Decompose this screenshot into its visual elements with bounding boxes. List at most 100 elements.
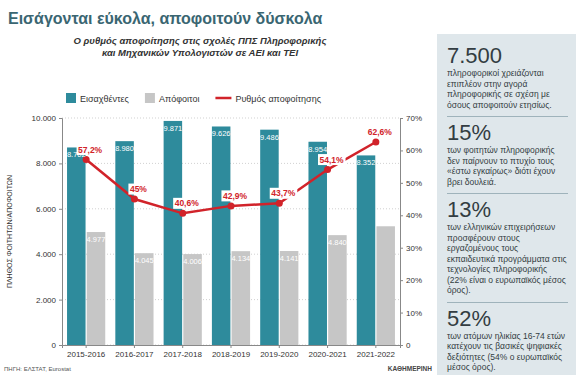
fact: 7.500πληροφορικοί χρειάζονται επιπλέον σ… — [447, 40, 568, 117]
tick-label: 60% — [406, 146, 422, 155]
tick-mark — [400, 248, 403, 249]
bar-label: 4.045 — [135, 256, 154, 265]
tick: 0 — [52, 341, 62, 350]
legend-swatch — [215, 97, 231, 100]
line-label: 40,6% — [173, 198, 201, 209]
bar — [115, 141, 134, 345]
bar-label: 4.134 — [231, 254, 250, 263]
tick: 2019-2020 — [260, 345, 299, 359]
tick: 4.000 — [36, 250, 62, 259]
x-axis: 2015-20162016-20172017-20182018-20192019… — [63, 345, 401, 359]
bar-label: 4.141 — [280, 254, 299, 263]
line-label-box — [128, 184, 148, 195]
line-label: 42,9% — [221, 190, 249, 201]
line-label: 54,1% — [318, 154, 346, 165]
tick-mark — [182, 345, 183, 348]
tick-label: 2019-2020 — [260, 350, 299, 359]
legend: Εισαχθέντες Απόφοιτοι Ρυθμός αποφοίτησης — [66, 93, 322, 104]
credit: ΚΑΘΗΜΕΡΙΝΗ — [388, 365, 433, 372]
fact-text: των ελληνικών επιχειρήσεων προσφέρουν στ… — [447, 222, 568, 296]
bar — [87, 232, 106, 345]
legend-item: Απόφοιτοι — [145, 93, 200, 104]
tick-label: 2015-2016 — [67, 350, 106, 359]
tick-mark — [400, 118, 403, 119]
tick: 30% — [400, 244, 422, 253]
tick-mark — [59, 345, 62, 346]
marker — [324, 166, 331, 173]
line-label: 62,6% — [366, 126, 394, 137]
fact: 15%των φοιτητών πληροφορικής δεν παίρνου… — [447, 117, 568, 194]
tick-label: 20% — [406, 276, 422, 285]
line-label-box — [221, 190, 249, 201]
legend-swatch — [145, 93, 155, 103]
line-label: 43,7% — [270, 188, 298, 199]
legend-label: Απόφοιτοι — [159, 94, 200, 104]
tick-label: 0 — [52, 341, 57, 350]
tick-mark — [59, 300, 62, 301]
axis-line — [401, 119, 404, 346]
tick-label: 8.000 — [36, 159, 57, 168]
fact: 13%των ελληνικών επιχειρήσεων προσφέρουν… — [447, 194, 568, 303]
tick-label: 2020-2021 — [308, 350, 347, 359]
legend-item: Ρυθμός αποφοίτησης — [215, 94, 321, 104]
grid-line — [62, 118, 400, 119]
fact-figure: 7.500 — [447, 44, 568, 68]
tick-label: 40% — [406, 211, 422, 220]
line-label: 45% — [128, 184, 148, 195]
legend-swatch — [66, 93, 76, 103]
tick-mark — [59, 118, 62, 119]
tick: 60% — [400, 146, 422, 155]
bar-label: 9.871 — [163, 124, 182, 133]
line-label-box — [318, 154, 346, 165]
tick: 10% — [400, 309, 422, 318]
fact-text: των φοιτητών πληροφορικής δεν παίρνουν τ… — [447, 145, 568, 187]
bar — [376, 226, 395, 345]
bar-label: 8.954 — [308, 145, 327, 154]
fact-figure: 15% — [447, 121, 568, 145]
line-label-text: 54,1% — [320, 155, 345, 165]
bar-label: 4.006 — [183, 257, 202, 266]
line-label-text: 62,6% — [368, 127, 393, 137]
title: Εισάγονται εύκολα, αποφοιτούν δύσκολα — [8, 10, 322, 27]
legend-label: Εισαχθέντες — [80, 94, 130, 104]
legend-label: Ρυθμός αποφοίτησης — [235, 94, 321, 104]
tick: 0 — [400, 341, 411, 350]
facts-panel: 7.500πληροφορικοί χρειάζονται επιπλέον σ… — [437, 34, 576, 375]
line-label-box — [366, 126, 394, 137]
fact: 52%των ατόμων ηλικίας 16-74 ετών κατέχου… — [447, 303, 568, 375]
tick-mark — [400, 313, 403, 314]
chart-svg: Εισάγονται εύκολα, αποφοιτούν δύσκολα Ο ρ… — [0, 0, 436, 375]
tick-mark — [59, 209, 62, 210]
bar — [232, 251, 251, 345]
y-axis: 0 2.000 4.000 6.000 8.000 10.000 — [32, 114, 63, 350]
fact-text: των ατόμων ηλικίας 16-74 ετών κατέχουν τ… — [447, 331, 568, 373]
line-label-box — [173, 198, 201, 209]
tick-mark — [59, 254, 62, 255]
line-label-box — [77, 144, 105, 155]
tick: 10.000 — [32, 114, 62, 123]
source: ΠΗΓΗ: ΕΛΣΤΑΤ, Eurostat — [4, 366, 71, 372]
subtitle: Ο ρυθμός αποφοίτησης στις σχολές ΠΠΣ Πλη… — [74, 35, 328, 46]
tick-label: 2.000 — [36, 296, 57, 305]
tick: 6.000 — [36, 205, 62, 214]
bar — [135, 253, 154, 345]
y-axis-title: ΠΛΗΘΟΣ ΦΟΙΤΗΤΩΝ/ΑΠΟΦΟΙΤΩΝ — [6, 175, 13, 288]
bar-label: 8.352 — [357, 158, 376, 167]
tick-mark — [400, 150, 403, 151]
marks — [67, 121, 395, 345]
tick: 2020-2021 — [308, 345, 347, 359]
tick-mark — [59, 163, 62, 164]
tick: 2016-2017 — [115, 345, 154, 359]
line-label-text: 45% — [130, 184, 147, 194]
bar — [67, 147, 86, 345]
tick-label: 2021-2022 — [357, 350, 396, 359]
line-label-box — [270, 188, 298, 199]
tick-label: 2016-2017 — [115, 350, 154, 359]
legend-item: Εισαχθέντες — [66, 93, 130, 104]
data-labels: 8.7028.9809.8719.6269.4868.9548.3524.977… — [67, 124, 394, 266]
bar — [260, 130, 279, 345]
line-label-text: 42,9% — [223, 191, 248, 201]
tick-mark — [231, 345, 232, 348]
subtitle: και Μηχανικών Υπολογιστών σε ΑΕΙ και ΤΕΙ — [102, 47, 298, 58]
tick-label: 10.000 — [32, 114, 57, 123]
